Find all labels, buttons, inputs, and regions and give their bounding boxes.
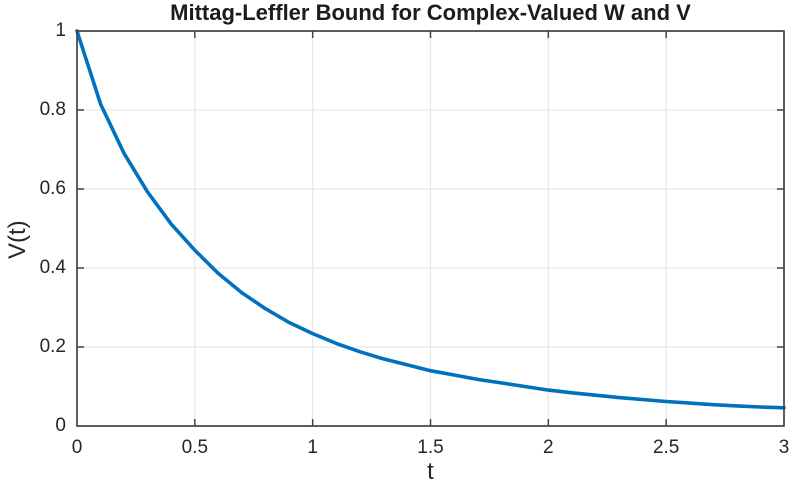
- y-axis-label: V(t): [4, 220, 31, 259]
- x-tick-label: 1.5: [417, 437, 444, 458]
- y-tick-label: 0.8: [39, 99, 66, 120]
- x-tick-label: 0.5: [181, 437, 209, 458]
- x-tick-label: 3: [778, 437, 790, 458]
- y-tick-label: 0.4: [39, 257, 66, 278]
- y-tick-label: 1: [55, 20, 66, 41]
- x-tick-label: 1: [307, 437, 318, 458]
- x-tick-label: 2: [543, 437, 554, 458]
- y-tick-label: 0.6: [39, 178, 66, 199]
- mittag-leffler-curve: [75, 29, 786, 410]
- y-tick-label: 0.2: [39, 336, 66, 357]
- x-axis-label: t: [427, 458, 434, 485]
- x-tick-label: 0: [71, 437, 83, 458]
- y-tick-label: 0: [55, 415, 66, 436]
- chart-title: Mittag-Leffler Bound for Complex-Valued …: [170, 0, 691, 25]
- x-tick-label: 2.5: [652, 437, 680, 458]
